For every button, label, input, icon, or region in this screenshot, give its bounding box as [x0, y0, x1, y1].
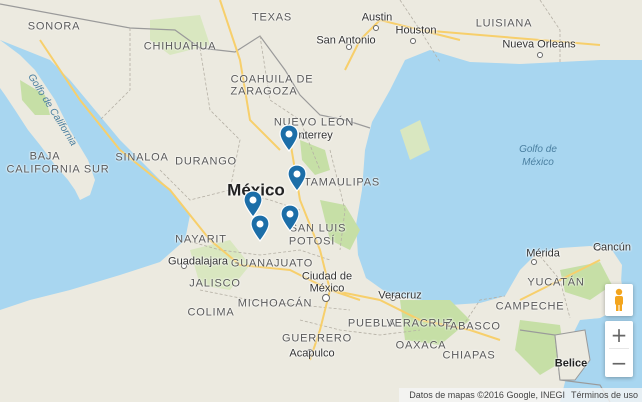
region-label-tabasco: TABASCO [443, 320, 501, 333]
map-marker[interactable] [250, 214, 270, 242]
region-label-puebla: PUEBLA [347, 317, 397, 330]
region-label-luisiana: LUISIANA [475, 17, 533, 30]
city-label-houston: Houston [395, 24, 437, 37]
belice-label: Belice [554, 357, 588, 370]
region-label-sinaloa: SINALOA [115, 151, 169, 164]
region-label-chihuahua: CHIHUAHUA [143, 40, 217, 53]
region-label-nuevo-leon: NUEVO LEÓN [273, 116, 355, 129]
map-pin-icon [287, 164, 307, 192]
region-label-yucatan: YUCATÁN [527, 276, 585, 289]
city-label-monterrey: Monterrey [283, 129, 333, 142]
city-label-ciudad-de-mexico-2: México [309, 282, 345, 295]
country-label: México [227, 180, 285, 200]
region-label-durango: DURANGO [175, 155, 237, 168]
region-label-sonora: SONORA [27, 20, 81, 33]
terms-link[interactable]: Términos de uso [570, 390, 638, 400]
map-attribution: Datos de mapas ©2016 Google, INEGI [409, 390, 565, 400]
city-label-ciudad-de-mexico-1: Ciudad de [301, 270, 353, 283]
map-marker[interactable] [243, 190, 263, 218]
region-label-michoacan: MICHOACÁN [237, 297, 313, 310]
city-label-guadalajara: Guadalajara [168, 255, 228, 268]
map-footer: Datos de mapas ©2016 Google, INEGI Térmi… [399, 388, 642, 402]
map-marker[interactable] [280, 204, 300, 232]
region-label-guanajuato: GUANAJUATO [230, 257, 314, 270]
city-label-san-antonio: San Antonio [316, 34, 376, 47]
city-label-nueva-orleans: Nueva Orleans [502, 38, 576, 51]
region-label-tamaulipas: TAMAULIPAS [303, 176, 381, 189]
map-marker[interactable] [279, 124, 299, 152]
region-label-oaxaca: OAXACA [395, 339, 447, 352]
region-label-coahuila: COAHUILA DE [230, 73, 314, 86]
region-label-zaragoza: ZARAGOZA [230, 85, 298, 98]
region-label-chiapas: CHIAPAS [442, 349, 496, 362]
city-label-veracruz-city: Veracruz [378, 289, 422, 302]
region-label-san-luis: SAN LUIS [289, 222, 347, 235]
map-pin-icon [250, 214, 270, 242]
region-label-colima: COLIMA [187, 306, 235, 319]
map-pin-icon [279, 124, 299, 152]
city-label-cancun: Cancún [593, 241, 631, 254]
zoom-in-button[interactable]: + [610, 322, 628, 347]
region-label-potosi: POTOSÍ [288, 235, 336, 248]
region-label-nayarit: NAYARIT [175, 233, 227, 246]
region-label-texas: TEXAS [251, 11, 293, 24]
zoom-divider [609, 348, 629, 349]
region-label-california: CALIFORNIA SUR [6, 163, 110, 176]
zoom-control: + − [605, 321, 633, 377]
region-label-jalisco: JALISCO [189, 277, 241, 290]
region-label-veracruz: VERACRUZ [386, 317, 454, 330]
city-label-merida: Mérida [526, 247, 560, 260]
map-marker[interactable] [287, 164, 307, 192]
region-label-baja: BAJA [29, 150, 61, 163]
region-label-guerrero: GUERRERO [282, 332, 352, 345]
region-label-campeche: CAMPECHE [495, 300, 565, 313]
map-pin-icon [243, 190, 263, 218]
water-label-golfo-mexico: Golfo de México [519, 144, 557, 168]
city-label-acapulco: Acapulco [289, 347, 335, 360]
street-view-pegman-button[interactable] [605, 284, 633, 316]
map-pin-icon [280, 204, 300, 232]
pegman-icon [615, 288, 623, 311]
city-label-austin: Austin [361, 11, 393, 24]
zoom-out-button[interactable]: − [610, 350, 628, 375]
